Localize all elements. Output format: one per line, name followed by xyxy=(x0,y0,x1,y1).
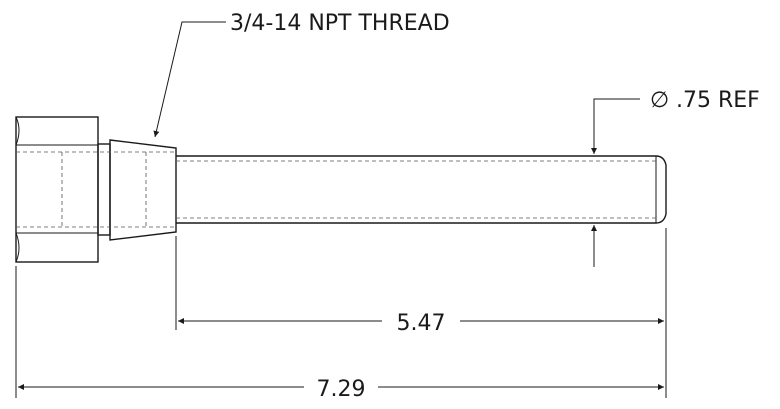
hex-head xyxy=(15,116,99,263)
shoulder xyxy=(97,143,111,236)
npt-thread-section xyxy=(109,139,177,241)
hex-chamfer-left xyxy=(15,116,20,263)
dimension-shaft-length: 5.47 xyxy=(178,311,664,336)
thread-callout: 3/4-14 NPT THREAD xyxy=(153,11,450,138)
dim-shaft-length-text: 5.47 xyxy=(397,311,446,336)
part-outline xyxy=(15,116,667,263)
diameter-callout: ∅ .75 REF xyxy=(591,88,760,267)
diameter-callout-text: .75 REF xyxy=(676,88,760,113)
dim-overall-length-text: 7.29 xyxy=(317,377,366,402)
dimension-overall-length: 7.29 xyxy=(18,377,664,402)
extension-lines xyxy=(15,228,667,398)
diameter-symbol: ∅ xyxy=(650,88,669,113)
diameter-leader-top xyxy=(591,98,640,154)
thread-callout-text: 3/4-14 NPT THREAD xyxy=(230,11,450,36)
shaft xyxy=(176,155,667,224)
thread-leader-line xyxy=(153,21,226,138)
